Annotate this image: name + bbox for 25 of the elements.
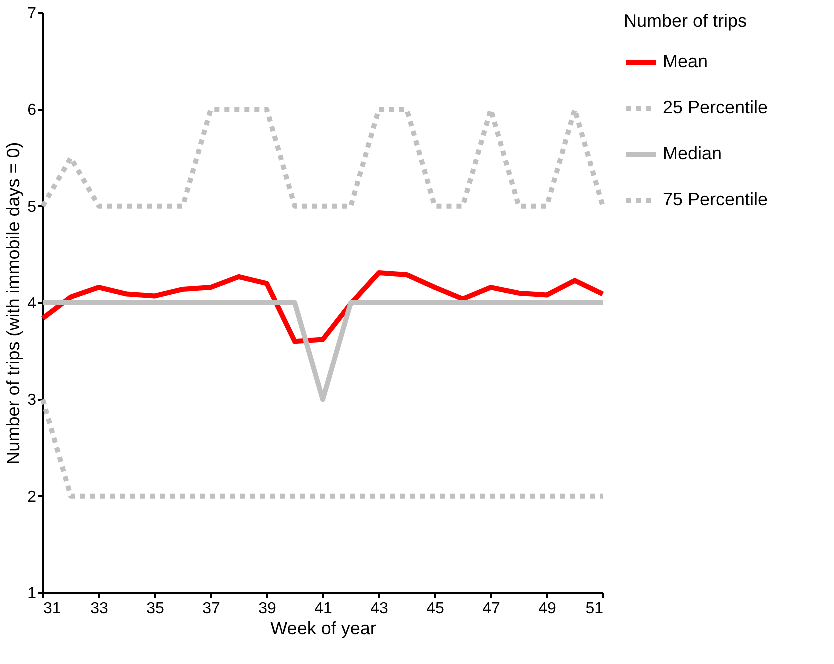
x-tick-label: 49 — [538, 600, 556, 618]
legend-title: Number of trips — [624, 11, 748, 31]
legend-label: 25 Percentile — [663, 98, 768, 118]
y-tick-label: 4 — [28, 296, 37, 312]
x-axis-title: Week of year — [270, 618, 376, 638]
x-tick-label: 37 — [202, 600, 220, 618]
x-tick-label: 35 — [146, 600, 164, 618]
legend-label: 75 Percentile — [663, 190, 768, 210]
x-tick-label: 51 — [586, 600, 604, 618]
y-axis-title: Number of trips (with immobile days = 0) — [4, 142, 24, 465]
y-tick-label: 6 — [28, 102, 37, 120]
x-tick-label: 47 — [482, 600, 500, 618]
y-tick-label: 3 — [28, 392, 37, 410]
x-tick-label: 41 — [314, 600, 332, 618]
y-tick-label: 7 — [28, 6, 37, 22]
y-tick-label: 1 — [28, 586, 37, 602]
x-tick-label: 33 — [90, 600, 108, 618]
y-tick-label: 5 — [28, 198, 37, 216]
x-tick-label: 45 — [426, 600, 444, 618]
y-tick-label: 2 — [28, 488, 37, 506]
x-tick-label: 31 — [44, 600, 62, 618]
legend-label: Median — [663, 144, 722, 164]
legend-label: Mean — [663, 52, 708, 72]
x-tick-label: 43 — [370, 600, 388, 618]
x-tick-label: 39 — [258, 600, 276, 618]
